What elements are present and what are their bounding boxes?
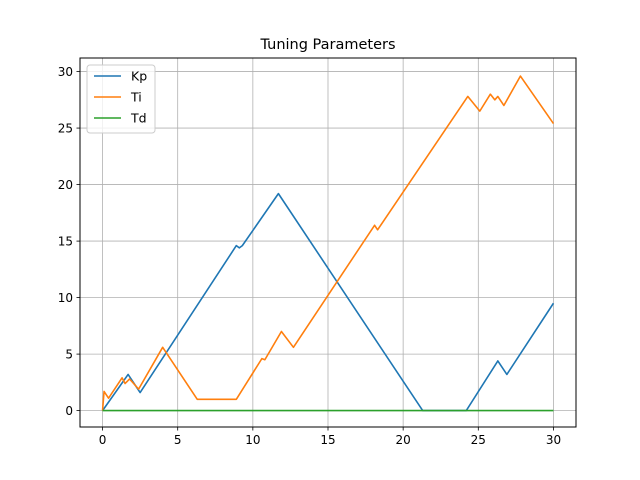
y-tick-label: 5 [65,348,73,362]
legend-label-td: Td [130,111,147,126]
x-tick-label: 15 [320,433,335,447]
x-tick-label: 5 [174,433,182,447]
y-tick-label: 25 [58,122,73,136]
legend-label-kp: Kp [131,69,147,84]
x-tick-label: 20 [396,433,411,447]
y-tick-label: 20 [58,178,73,192]
legend-box [86,64,156,134]
legend-label-ti: Ti [130,90,142,105]
series-lines [101,75,555,412]
x-tick-label: 30 [546,433,561,447]
x-tick-label: 0 [99,433,107,447]
y-tick-label: 15 [58,235,73,249]
chart-title: Tuning Parameters [259,37,395,53]
x-tick-label: 25 [471,433,486,447]
series-line-ti [101,75,555,411]
ticks: 0 5 10 15 20 25 30 0 5 10 15 20 25 30 [58,65,561,447]
y-tick-label: 0 [65,404,73,418]
x-tick-label: 10 [245,433,260,447]
y-tick-label: 30 [58,65,73,79]
y-tick-label: 10 [58,291,73,305]
legend: Kp Ti Td [86,64,156,134]
